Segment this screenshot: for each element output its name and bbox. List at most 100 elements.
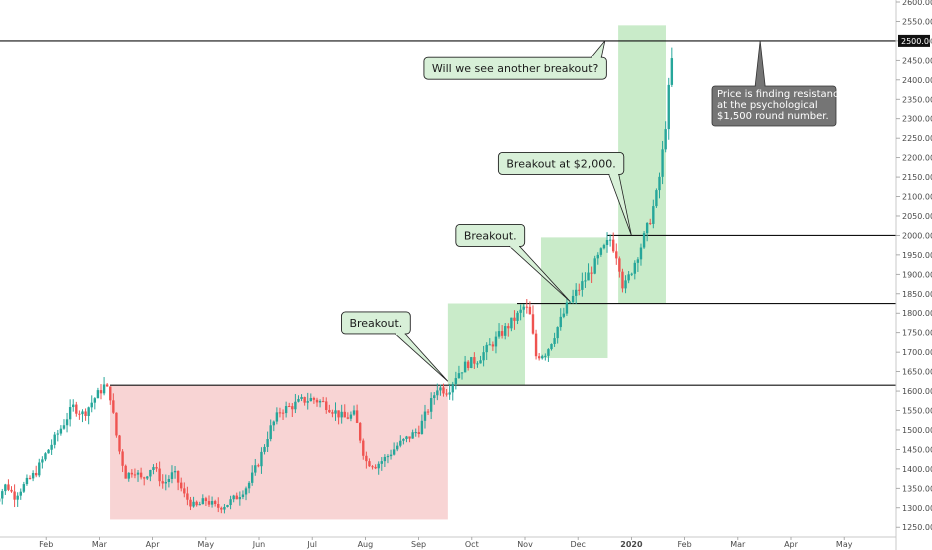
price-tick-label: 2600.00 (902, 0, 932, 7)
candle (531, 305, 535, 335)
candle (155, 462, 158, 472)
candle (365, 451, 368, 469)
candle (19, 488, 22, 500)
candle (121, 449, 124, 473)
svg-text:2500.00: 2500.00 (901, 37, 932, 46)
candle (485, 342, 488, 360)
candle (621, 268, 624, 293)
candle (417, 425, 421, 438)
time-tick-label: Jul (306, 540, 317, 549)
candle (337, 410, 340, 425)
candle (516, 310, 519, 325)
candle (65, 412, 69, 433)
price-tick-label: 1950.00 (902, 251, 932, 260)
candle (1, 488, 4, 505)
candle (473, 352, 476, 370)
candle (223, 503, 226, 514)
price-tick-label: 1750.00 (902, 329, 932, 338)
current-price-badge: 2500.00 (898, 34, 932, 47)
candle (244, 486, 248, 501)
candle (297, 395, 300, 403)
candle (210, 496, 214, 508)
time-tick-label: Mar (730, 540, 746, 549)
candle (260, 447, 263, 474)
candle (649, 218, 652, 226)
annotation-callout-1[interactable]: Breakout. (455, 223, 571, 302)
candle (405, 435, 408, 443)
candle (377, 461, 380, 475)
candle (476, 361, 479, 368)
candle (334, 402, 337, 421)
candle (627, 271, 630, 284)
candle (457, 365, 461, 379)
candle (186, 486, 189, 506)
price-tick-label: 1250.00 (902, 523, 932, 532)
candle (257, 463, 260, 468)
candle (213, 499, 217, 507)
candle (596, 252, 599, 265)
candle (541, 354, 544, 360)
candle (658, 172, 661, 199)
candle (550, 343, 553, 351)
candle (482, 345, 485, 367)
candle (652, 199, 655, 229)
candle (303, 396, 306, 406)
price-axis[interactable]: 1250.00 1300.00 1350.00 1400.00 1450.00 1500.… (895, 0, 932, 550)
candle (420, 414, 424, 435)
annotation-callout-0[interactable]: Breakout. (341, 311, 449, 382)
candle (81, 409, 84, 423)
time-tick-label: Apr (784, 540, 799, 549)
candle (612, 232, 615, 253)
candle (584, 272, 587, 288)
candle (167, 475, 171, 488)
candle (553, 332, 556, 347)
candle (127, 472, 130, 482)
annotation-callout-3[interactable]: Will we see another breakout? (423, 40, 607, 80)
candle (176, 470, 180, 491)
candle (442, 383, 445, 397)
candlesticks (0, 47, 674, 514)
candle (667, 77, 670, 140)
annotation-callout-2[interactable]: Breakout at $2,000. (497, 152, 632, 236)
candle (331, 409, 334, 418)
candle (133, 468, 137, 479)
candle (22, 481, 26, 494)
price-tick-label: 1450.00 (902, 445, 932, 454)
candle (254, 458, 257, 476)
candle (624, 275, 627, 294)
candle (146, 475, 149, 480)
candle (34, 465, 38, 478)
zone-breakout-3 (618, 25, 666, 304)
candle (235, 492, 238, 500)
time-tick-label: 2020 (620, 540, 643, 549)
candle (399, 435, 402, 448)
candle (500, 325, 504, 339)
price-tick-label: 1300.00 (902, 504, 932, 513)
candle (84, 408, 87, 421)
candle (275, 407, 279, 425)
candle (284, 401, 288, 418)
price-tick-label: 1400.00 (902, 465, 932, 474)
candle (343, 404, 346, 418)
candle (504, 322, 507, 340)
price-tick-label: 2300.00 (902, 115, 932, 124)
candle (454, 371, 458, 390)
candle (349, 411, 353, 422)
annotation-text: Breakout at $2,000. (506, 157, 615, 170)
candle (470, 356, 473, 369)
candle (53, 431, 56, 449)
candle (574, 283, 578, 305)
candle (105, 383, 109, 387)
candle (368, 458, 371, 467)
candle (374, 464, 377, 470)
candle (556, 326, 559, 344)
candle (198, 501, 201, 506)
time-tick-label: Dec (570, 540, 585, 549)
time-tick-label: Aug (358, 540, 374, 549)
candle (593, 255, 596, 275)
time-axis[interactable]: Feb Mar Apr May Jun Jul Aug Sep Oct Nov Dec 2020 Feb… (0, 536, 896, 549)
candle (578, 283, 581, 296)
candle (411, 429, 414, 439)
candle (328, 404, 331, 414)
